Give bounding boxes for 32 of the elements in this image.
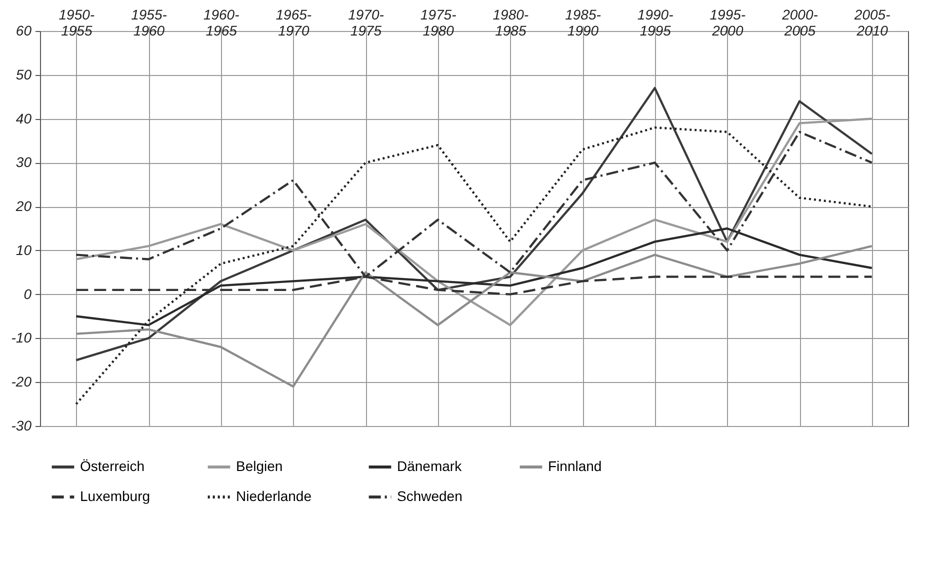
legend-label: Niederlande <box>236 488 312 504</box>
y-tick-label: 40 <box>16 110 32 126</box>
y-tick-label: 50 <box>16 66 32 82</box>
line-series <box>75 126 873 406</box>
y-tick-label: 0 <box>24 286 32 302</box>
x-tick-label: 1995-2000 <box>710 6 746 38</box>
y-tick-label: -20 <box>11 374 32 390</box>
legend-label: Finnland <box>548 458 602 474</box>
x-tick-label: 1955-1960 <box>131 6 168 38</box>
x-tick-label: 1975-1980 <box>420 6 457 38</box>
legend-label: Belgien <box>236 458 283 474</box>
line-series <box>75 86 873 362</box>
legend-label: Österreich <box>80 458 145 474</box>
legend-label: Luxemburg <box>80 488 150 504</box>
x-tick-label: 2005-2010 <box>853 6 891 38</box>
y-tick-label: -30 <box>11 418 32 434</box>
x-tick-label: 1960-1965 <box>203 6 240 38</box>
y-tick-label: 60 <box>16 22 32 38</box>
x-tick-label: 1950-1955 <box>58 6 95 38</box>
x-tick-label: 1980-1985 <box>492 6 529 38</box>
y-tick-label: 10 <box>16 242 32 258</box>
x-tick-label: 1965-1970 <box>276 6 312 38</box>
x-tick-label: 1970-1975 <box>348 6 384 38</box>
x-tick-label: 2000-2005 <box>781 6 818 38</box>
y-tick-label: -10 <box>11 330 32 346</box>
x-tick-label: 1985-1990 <box>565 6 602 38</box>
x-tick-label: 1990-1995 <box>637 6 674 38</box>
y-tick-label: 20 <box>14 198 32 214</box>
legend-label: Schweden <box>397 488 462 504</box>
y-tick-label: 30 <box>16 154 32 170</box>
legend-label: Dänemark <box>397 458 463 474</box>
line-series <box>75 244 873 388</box>
